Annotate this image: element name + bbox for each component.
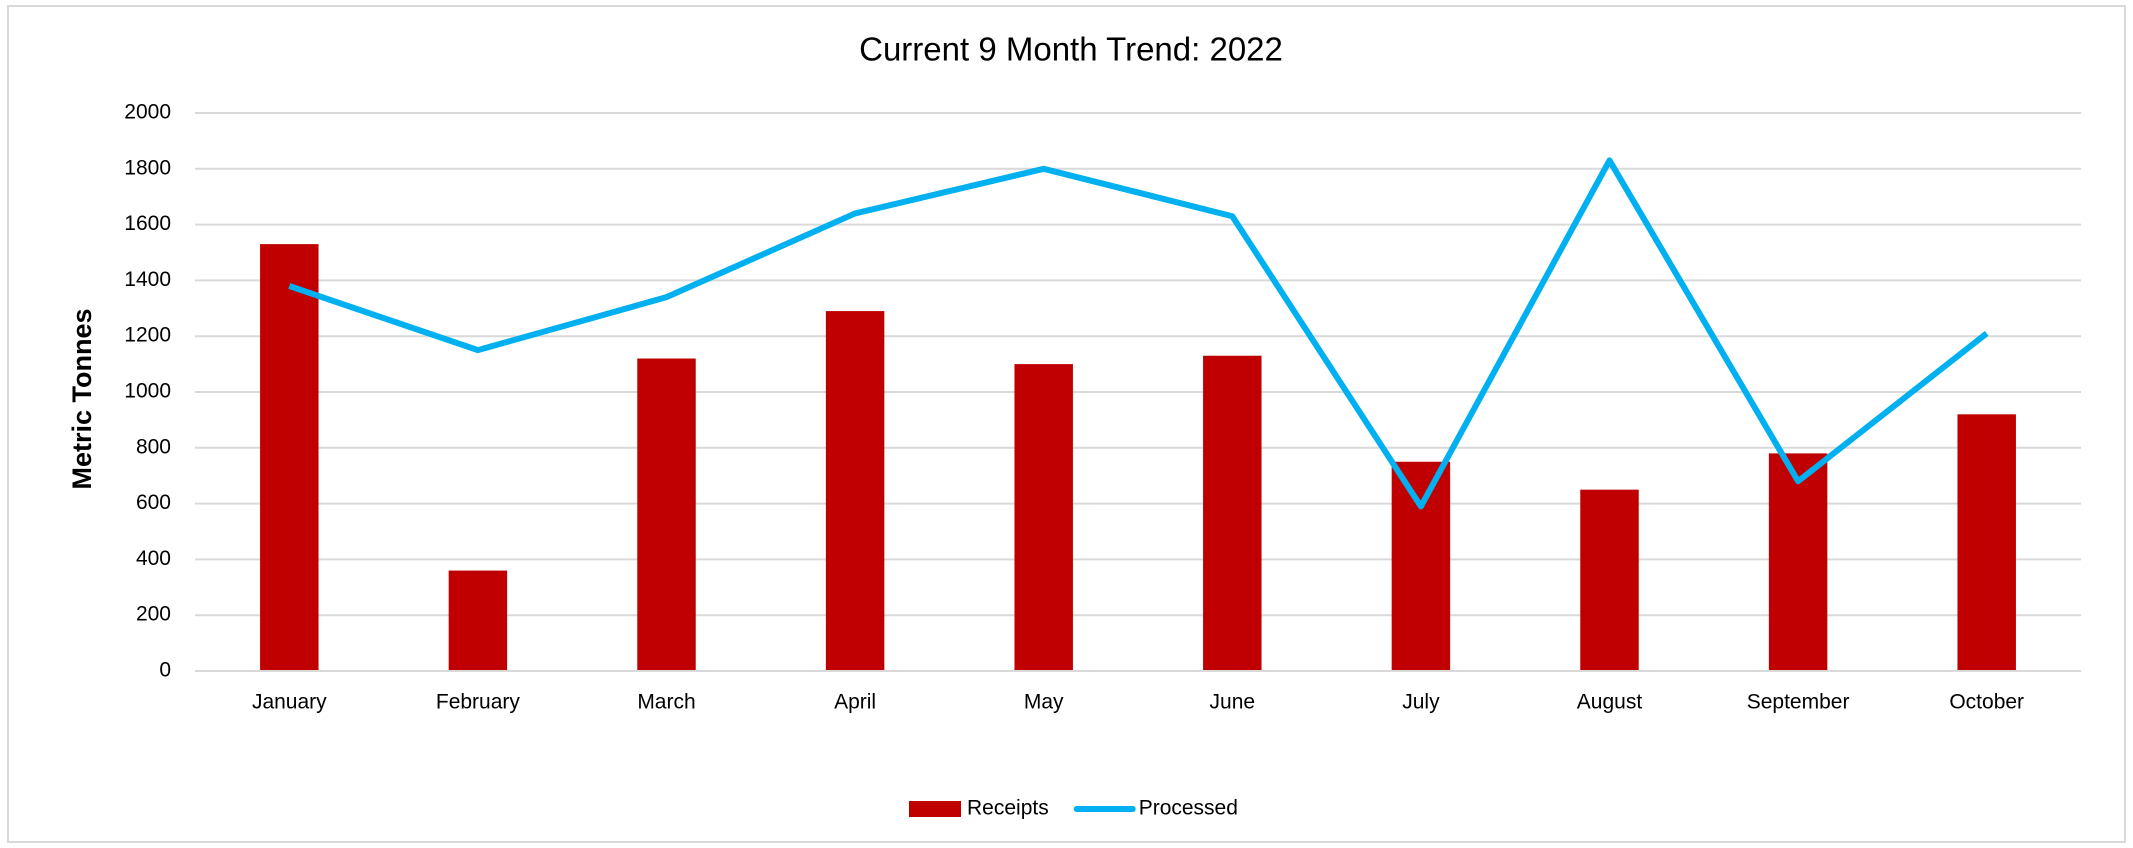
bar — [1768, 453, 1828, 671]
x-tick-label: March — [637, 691, 695, 714]
x-tick-label: September — [1747, 691, 1850, 714]
legend-label: Processed — [1139, 797, 1238, 820]
y-tick-label: 1000 — [124, 380, 171, 403]
y-tick-label: 400 — [136, 547, 171, 570]
x-tick-label: October — [1949, 691, 2024, 714]
x-tick-label: February — [436, 691, 521, 714]
bar — [448, 570, 508, 671]
y-tick-label: 1400 — [124, 268, 171, 291]
x-tick-label: July — [1402, 691, 1440, 714]
legend-label: Receipts — [967, 797, 1049, 820]
bar — [637, 358, 696, 671]
y-axis-label: Metric Tonnes — [67, 308, 97, 489]
y-tick-label: 1200 — [124, 324, 171, 347]
y-tick-label: 1600 — [124, 212, 171, 235]
legend-swatch — [909, 801, 961, 817]
line — [288, 157, 1989, 510]
bar — [260, 244, 319, 671]
y-tick-label: 800 — [136, 435, 171, 458]
bar — [1580, 489, 1639, 671]
y-tick-label: 200 — [136, 603, 171, 626]
x-tick-label: June — [1210, 691, 1256, 714]
y-tick-label: 1800 — [124, 156, 171, 179]
x-tick-label: April — [834, 691, 876, 714]
bar — [1391, 461, 1451, 671]
x-tick-label: January — [252, 691, 327, 714]
x-tick-label: May — [1024, 691, 1064, 714]
x-tick-label: August — [1577, 691, 1643, 714]
chart-title: Current 9 Month Trend: 2022 — [859, 31, 1283, 68]
bar — [1014, 364, 1073, 671]
y-tick-label: 0 — [159, 659, 171, 682]
y-tick-label: 2000 — [124, 101, 171, 124]
bar — [1203, 355, 1262, 671]
y-tick-label: 600 — [136, 491, 171, 514]
bar — [825, 311, 885, 671]
bar — [1957, 414, 2016, 671]
